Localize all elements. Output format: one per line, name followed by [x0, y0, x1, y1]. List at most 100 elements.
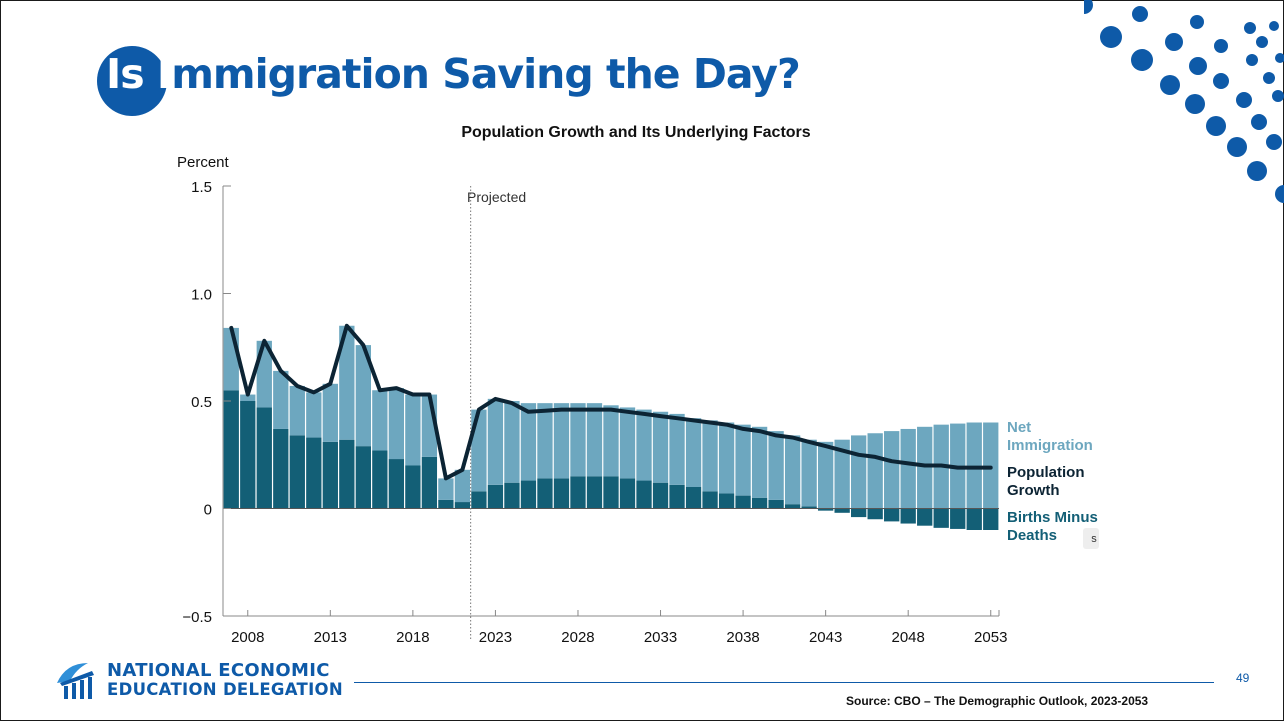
births-minus-deaths-bar	[702, 491, 718, 509]
births-minus-deaths-bar	[685, 487, 702, 509]
stray-label: s	[1091, 533, 1097, 545]
births-minus-deaths-bar	[438, 499, 454, 509]
x-tick-label: 2038	[726, 629, 759, 646]
x-tick-label: 2013	[314, 629, 347, 646]
births-minus-deaths-bar	[867, 508, 883, 520]
net-immigration-bar	[537, 403, 553, 479]
births-minus-deaths-bar	[619, 478, 636, 509]
net-immigration-bar	[834, 439, 850, 509]
births-minus-deaths-bar	[421, 456, 438, 509]
births-minus-deaths-bar	[273, 428, 289, 509]
births-minus-deaths-bar	[322, 441, 338, 509]
births-minus-deaths-bar	[768, 499, 784, 509]
legend-population-growth-line2: Growth	[1007, 482, 1060, 499]
births-minus-deaths-bar	[884, 508, 900, 522]
births-minus-deaths-bar	[636, 480, 652, 509]
population-growth-line	[229, 323, 993, 481]
net-immigration-bar	[454, 469, 471, 503]
net-immigration-bar	[768, 431, 784, 500]
y-tick-label: −0.5	[182, 609, 212, 626]
chart-title: Population Growth and Its Underlying Fac…	[461, 124, 810, 141]
births-minus-deaths-bar	[784, 504, 801, 509]
births-minus-deaths-bar	[669, 484, 685, 509]
x-tick-label: 2018	[396, 629, 429, 646]
births-minus-deaths-bar	[487, 484, 504, 509]
births-minus-deaths-bar	[834, 508, 850, 513]
births-minus-deaths-bar	[851, 508, 867, 518]
x-tick-label: 2023	[479, 629, 512, 646]
net-immigration-bar	[867, 433, 883, 509]
net-immigration-bar	[751, 426, 768, 498]
net-immigration-bar	[917, 426, 933, 509]
net-immigration-bar	[652, 411, 669, 483]
net-immigration-bar	[273, 370, 289, 429]
births-minus-deaths-bar	[950, 508, 966, 529]
net-immigration-bar	[240, 394, 256, 401]
net-immigration-bar	[702, 420, 718, 492]
net-immigration-bar	[438, 478, 454, 500]
births-minus-deaths-bar	[405, 465, 421, 509]
net-immigration-bar	[487, 398, 504, 485]
net-immigration-bar	[735, 424, 751, 496]
org-name-line2: EDUCATION DELEGATION	[107, 680, 343, 699]
net-immigration-bar	[619, 407, 636, 479]
footer-divider	[354, 682, 1214, 683]
net-immigration-bar	[784, 435, 801, 505]
population-growth-chart: Population Growth and Its Underlying Fac…	[177, 124, 1099, 646]
net-immigration-bar	[570, 403, 586, 477]
ned-logo-icon	[57, 663, 94, 699]
net-immigration-bar	[603, 405, 619, 477]
births-minus-deaths-bar	[520, 480, 537, 509]
births-minus-deaths-bar	[817, 508, 834, 511]
net-immigration-bar	[405, 394, 421, 466]
births-minus-deaths-bar	[801, 506, 817, 509]
births-minus-deaths-bar	[388, 459, 405, 509]
net-immigration-bar	[372, 390, 388, 451]
births-minus-deaths-bar	[471, 491, 487, 509]
x-tick-label: 2028	[561, 629, 594, 646]
births-minus-deaths-bar	[372, 450, 388, 509]
net-immigration-bar	[718, 422, 735, 494]
net-immigration-bar	[884, 431, 900, 509]
births-minus-deaths-bar	[289, 435, 305, 509]
net-immigration-bar	[817, 441, 834, 509]
projected-label: Projected	[467, 189, 526, 205]
net-immigration-bar	[339, 325, 355, 440]
y-tick-label: 0	[204, 502, 212, 519]
title-accent-circle	[97, 46, 167, 116]
bars-layer	[223, 325, 999, 530]
net-immigration-bar	[983, 422, 999, 509]
births-minus-deaths-bar	[454, 502, 471, 509]
births-minus-deaths-bar	[966, 508, 982, 530]
births-minus-deaths-bar	[900, 508, 916, 524]
page-number: 49	[1236, 671, 1250, 685]
legend-births-minus-deaths-line2: Deaths	[1007, 527, 1057, 544]
x-tick-label: 2008	[231, 629, 264, 646]
net-immigration-bar	[586, 403, 603, 477]
legend-net-immigration-line1: Net	[1007, 419, 1031, 436]
net-immigration-bar	[553, 403, 570, 479]
slide-title-part1: Is I	[106, 50, 172, 98]
legend-births-minus-deaths-line1: Births Minus	[1007, 509, 1098, 526]
y-tick-label: 1.5	[191, 179, 212, 196]
births-minus-deaths-bar	[933, 508, 949, 528]
slide-title-part2: mmigration Saving the Day?	[171, 50, 801, 98]
births-minus-deaths-bar	[603, 476, 619, 509]
births-minus-deaths-bar	[652, 482, 669, 509]
births-minus-deaths-bar	[240, 401, 256, 509]
births-minus-deaths-bar	[751, 497, 768, 509]
x-tick-label: 2043	[809, 629, 842, 646]
net-immigration-bar	[851, 435, 867, 509]
births-minus-deaths-bar	[570, 476, 586, 509]
net-immigration-bar	[289, 385, 305, 436]
births-minus-deaths-bar	[735, 495, 751, 509]
births-minus-deaths-bar	[537, 478, 553, 509]
slide-title: Is Immigration Saving the Day?	[106, 50, 801, 98]
axes-layer: 1.5 1.0 0.5 0 −0.5 2008 2013 2018 2023 2028 2033 20…	[182, 179, 1007, 646]
net-immigration-bar	[636, 409, 652, 481]
births-minus-deaths-bar	[553, 478, 570, 509]
births-minus-deaths-bar	[586, 476, 603, 509]
net-immigration-bar	[685, 418, 702, 487]
births-minus-deaths-bar	[306, 437, 322, 509]
x-tick-label: 2053	[974, 629, 1007, 646]
